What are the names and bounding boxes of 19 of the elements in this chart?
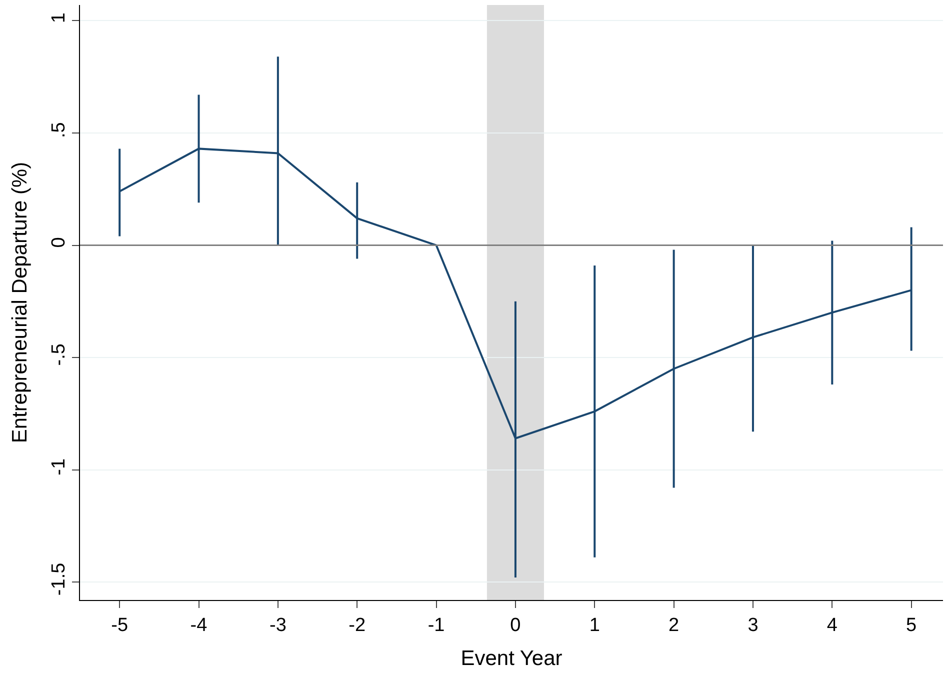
x-tick-label: -3 [269, 614, 286, 636]
y-tick-label: .5 [48, 122, 70, 138]
y-tick-label: 1 [48, 12, 70, 24]
x-tick-label: 5 [906, 614, 917, 636]
y-tick-label: -1 [48, 458, 70, 476]
x-tick-label: 2 [668, 614, 680, 636]
x-tick-label: -4 [190, 614, 208, 636]
x-tick-label: -1 [428, 614, 445, 636]
x-axis-title: Event Year [460, 647, 562, 670]
x-tick-label: 1 [589, 614, 600, 636]
x-tick-label: -2 [348, 614, 366, 636]
x-tick-label: 0 [510, 614, 521, 636]
x-tick-label: -5 [111, 614, 128, 636]
x-tick-label: 3 [748, 614, 758, 636]
y-axis-title: Entrepreneurial Departure (%) [8, 162, 32, 444]
x-tick-label: 4 [826, 614, 838, 636]
y-tick-label: -1.5 [48, 562, 70, 596]
y-tick-label: 0 [48, 237, 70, 248]
y-tick-label: -.5 [48, 344, 70, 366]
